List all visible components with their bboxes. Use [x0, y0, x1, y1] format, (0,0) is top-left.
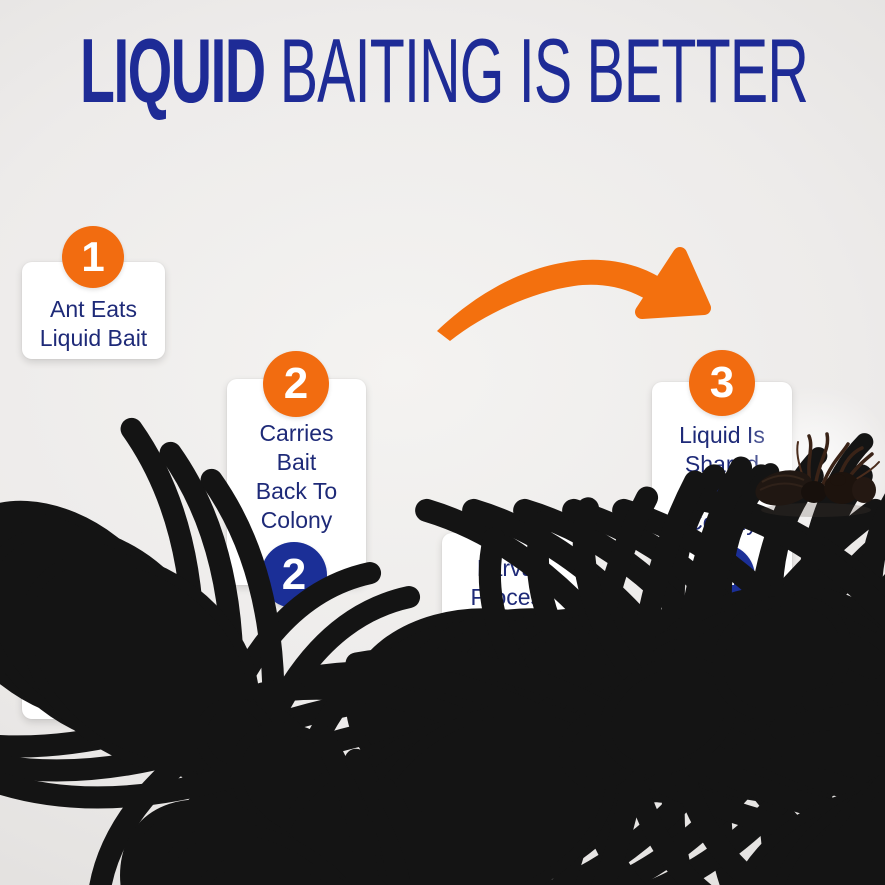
card-larvae-process-label: Larvae Process Solid Bait Into Liquid: [458, 555, 566, 668]
title-emphasis: LIQUID: [79, 20, 266, 122]
dead-ant-backdrop: [735, 385, 885, 545]
curved-arrow-icon: [437, 247, 711, 341]
card-carries-bait-label: Carries Bait Back To Colony: [255, 420, 338, 533]
badge-solid-step-4: 4: [689, 544, 755, 610]
badge-solid-step-2: 2: [261, 542, 327, 608]
badge-liquid-step-3: 3: [689, 350, 755, 416]
title-rest: BAITING IS BETTER: [264, 20, 809, 122]
card-ant-eats-solid-label: Ant Eats Solid Bait: [43, 656, 142, 712]
badge-liquid-step-1: 1: [62, 226, 124, 288]
card-ant-eats-liquid-bait-label: Ant Eats Liquid Bait: [39, 295, 148, 351]
badge-solid-step-1: 1: [60, 592, 122, 654]
badge-liquid-step-2: 2: [263, 351, 329, 417]
page-title: LIQUID BAITING IS BETTER: [0, 23, 885, 119]
badge-solid-step-3: 3: [479, 683, 545, 749]
